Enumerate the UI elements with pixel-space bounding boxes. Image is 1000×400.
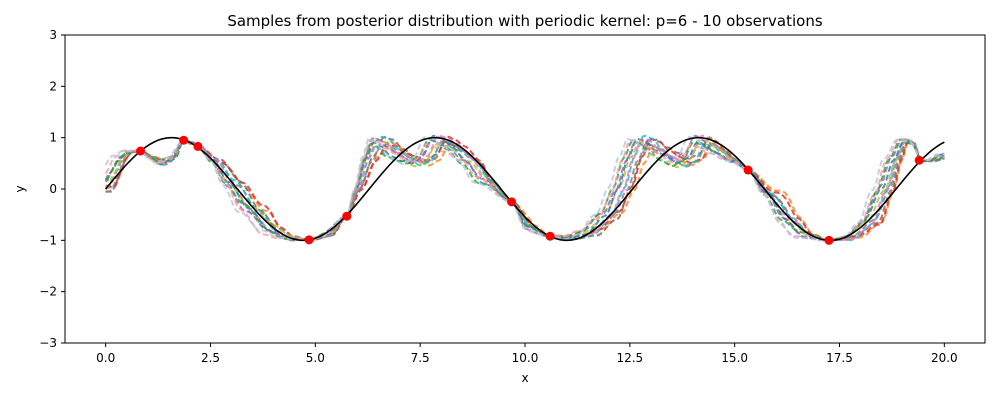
x-tick-label: 15.0 <box>721 351 748 365</box>
y-tick-label: 2 <box>49 79 57 93</box>
observation-point <box>743 165 753 175</box>
x-tick-label: 12.5 <box>616 351 643 365</box>
observation-point <box>135 146 145 156</box>
observation-point <box>193 141 203 151</box>
true-function <box>105 136 945 242</box>
observations <box>135 135 924 245</box>
chart-title: Samples from posterior distribution with… <box>227 12 823 30</box>
posterior-sample-line <box>104 135 945 242</box>
x-tick-label: 7.5 <box>411 351 430 365</box>
true-function-line <box>105 136 945 242</box>
observation-point <box>545 231 555 241</box>
posterior-sample-line <box>104 137 945 242</box>
x-tick-label: 2.5 <box>201 351 220 365</box>
observation-point <box>824 235 834 245</box>
y-axis-label: y <box>13 185 27 192</box>
y-tick-label: −3 <box>39 336 57 350</box>
y-axis-ticks: −3 −2 −1 0 1 2 3 <box>39 28 65 350</box>
observation-point <box>304 235 314 245</box>
x-tick-label: 10.0 <box>512 351 539 365</box>
x-axis-ticks: 0.0 2.5 5.0 7.5 10.0 12.5 15.0 17.5 20.0 <box>96 343 958 365</box>
observation-point <box>507 197 517 207</box>
x-axis-label: x <box>521 371 528 385</box>
x-tick-label: 17.5 <box>826 351 853 365</box>
y-tick-label: 1 <box>49 131 57 145</box>
y-tick-label: −2 <box>39 285 57 299</box>
x-tick-label: 20.0 <box>931 351 958 365</box>
plot-area <box>65 35 985 343</box>
observation-point <box>342 211 352 221</box>
x-tick-label: 5.0 <box>306 351 325 365</box>
x-tick-label: 0.0 <box>96 351 115 365</box>
y-tick-label: 0 <box>49 182 57 196</box>
observation-point <box>179 135 189 145</box>
posterior-sample-line <box>105 135 945 242</box>
y-tick-label: 3 <box>49 28 57 42</box>
observation-point <box>914 155 924 165</box>
y-tick-label: −1 <box>39 233 57 247</box>
posterior-sample-line <box>105 138 945 242</box>
